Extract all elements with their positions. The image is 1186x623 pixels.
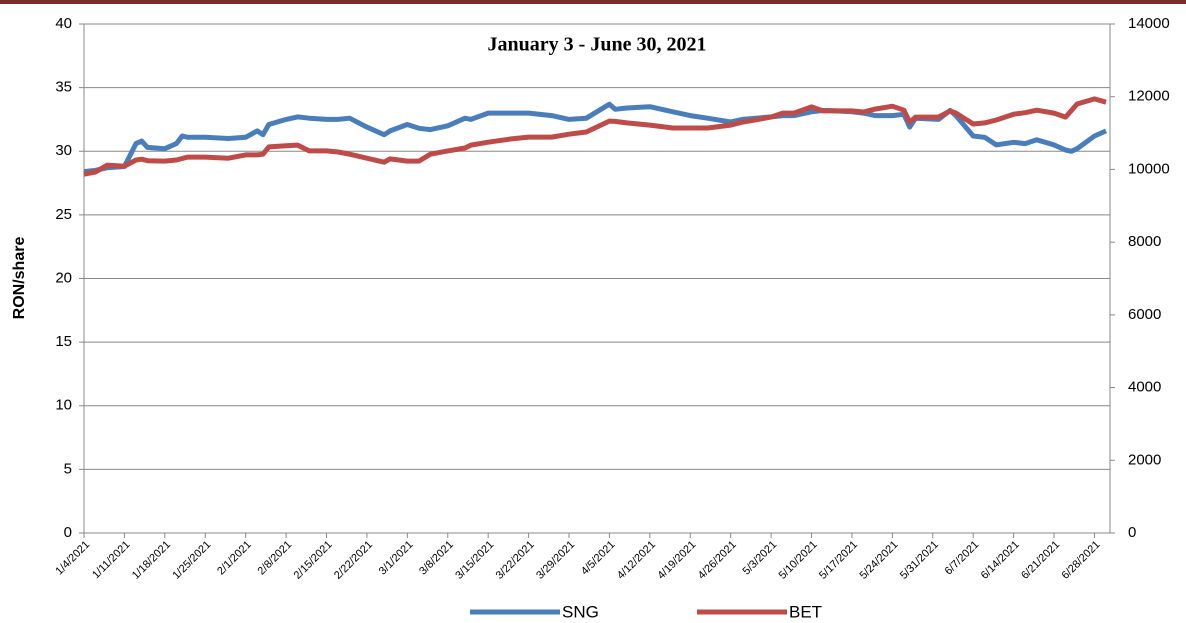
legend-label: SNG xyxy=(562,602,599,621)
x-tick-label: 2/22/2021 xyxy=(332,539,375,582)
x-tick-label: 4/12/2021 xyxy=(615,539,658,582)
y-tick-label: 5 xyxy=(64,460,72,477)
y-tick-label: 40 xyxy=(55,15,72,32)
top-bar xyxy=(0,0,1186,4)
x-tick-label: 5/10/2021 xyxy=(777,539,820,582)
x-tick-label: 2/1/2021 xyxy=(215,539,254,578)
x-tick-label: 5/17/2021 xyxy=(817,539,860,582)
y-tick-label: 20 xyxy=(55,269,72,286)
y2-tick-label: 0 xyxy=(1128,524,1136,541)
x-tick-label: 4/26/2021 xyxy=(696,539,739,582)
y2-tick-label: 14000 xyxy=(1128,15,1170,32)
y-tick-label: 10 xyxy=(55,397,72,414)
x-tick-label: 1/25/2021 xyxy=(170,539,213,582)
x-tick-label: 2/8/2021 xyxy=(255,539,294,578)
x-tick-label: 6/28/2021 xyxy=(1060,539,1103,582)
x-tick-label: 3/8/2021 xyxy=(417,539,456,578)
x-tick-label: 4/5/2021 xyxy=(579,539,618,578)
x-tick-label: 3/22/2021 xyxy=(494,539,537,582)
x-tick-label: 1/4/2021 xyxy=(53,539,92,578)
x-tick-label: 3/15/2021 xyxy=(453,539,496,582)
x-tick-label: 4/19/2021 xyxy=(655,539,698,582)
chart-title: January 3 - June 30, 2021 xyxy=(488,34,707,56)
plot-frame xyxy=(83,23,1111,534)
y-tick-label: 35 xyxy=(55,79,72,96)
x-tick-label: 1/11/2021 xyxy=(90,539,133,582)
x-tick-label: 1/18/2021 xyxy=(130,539,173,582)
series-line xyxy=(83,96,1107,177)
y2-tick-label: 8000 xyxy=(1128,233,1161,250)
y-tick-label: 25 xyxy=(55,206,72,223)
x-tick-label: 2/15/2021 xyxy=(292,539,335,582)
y-tick-label: 30 xyxy=(55,142,72,159)
x-tick-label: 5/31/2021 xyxy=(898,539,941,582)
x-tick-label: 6/14/2021 xyxy=(979,539,1022,582)
y2-tick-label: 4000 xyxy=(1128,379,1161,396)
y-axis-label: RON/share xyxy=(11,237,28,320)
y2-tick-label: 12000 xyxy=(1128,88,1170,105)
x-tick-label: 3/1/2021 xyxy=(377,539,416,578)
legend-label: BET xyxy=(789,602,822,621)
x-tick-label: 6/21/2021 xyxy=(1019,539,1062,582)
y2-tick-label: 2000 xyxy=(1128,451,1161,468)
y-tick-label: 15 xyxy=(55,333,72,350)
y-tick-label: 0 xyxy=(64,524,72,541)
y2-tick-label: 10000 xyxy=(1128,160,1170,177)
x-tick-label: 5/3/2021 xyxy=(741,539,780,578)
x-tick-label: 3/29/2021 xyxy=(534,539,577,582)
x-tick-label: 5/24/2021 xyxy=(857,539,900,582)
x-tick-label: 6/7/2021 xyxy=(943,539,982,578)
y2-tick-label: 6000 xyxy=(1128,306,1161,323)
